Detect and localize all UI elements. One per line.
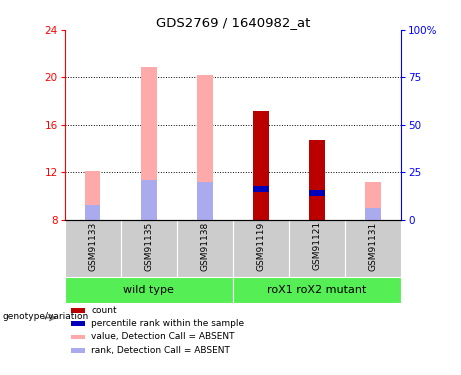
Bar (71, 308, 85, 313)
Text: rank, Detection Call = ABSENT: rank, Detection Call = ABSENT (91, 346, 230, 355)
Bar (253, 186, 269, 192)
Text: wild type: wild type (123, 285, 174, 295)
Bar (141, 67, 157, 219)
Text: GSM91135: GSM91135 (144, 221, 153, 270)
FancyBboxPatch shape (177, 219, 233, 277)
Text: GSM91121: GSM91121 (313, 221, 321, 270)
FancyBboxPatch shape (233, 277, 401, 303)
Bar (85, 206, 100, 219)
Bar (71, 321, 85, 326)
Text: percentile rank within the sample: percentile rank within the sample (91, 319, 245, 328)
Text: GSM91138: GSM91138 (200, 221, 209, 270)
FancyBboxPatch shape (233, 219, 289, 277)
FancyBboxPatch shape (65, 219, 121, 277)
Bar (365, 208, 381, 219)
Bar (309, 140, 325, 219)
Bar (197, 182, 213, 219)
Bar (141, 180, 157, 219)
Bar (71, 334, 85, 339)
Text: GSM91119: GSM91119 (256, 221, 266, 270)
Bar (197, 75, 213, 219)
Title: GDS2769 / 1640982_at: GDS2769 / 1640982_at (156, 16, 310, 29)
Bar (85, 171, 100, 219)
Text: value, Detection Call = ABSENT: value, Detection Call = ABSENT (91, 333, 235, 342)
Bar (71, 348, 85, 353)
FancyBboxPatch shape (289, 219, 345, 277)
Text: GSM91133: GSM91133 (88, 221, 97, 270)
FancyBboxPatch shape (345, 219, 401, 277)
Bar (365, 182, 381, 219)
FancyBboxPatch shape (65, 277, 233, 303)
Text: GSM91131: GSM91131 (368, 221, 378, 270)
FancyBboxPatch shape (121, 219, 177, 277)
Text: genotype/variation: genotype/variation (2, 312, 89, 321)
Text: count: count (91, 306, 117, 315)
Bar (309, 190, 325, 196)
Bar (253, 111, 269, 219)
Text: roX1 roX2 mutant: roX1 roX2 mutant (267, 285, 366, 295)
